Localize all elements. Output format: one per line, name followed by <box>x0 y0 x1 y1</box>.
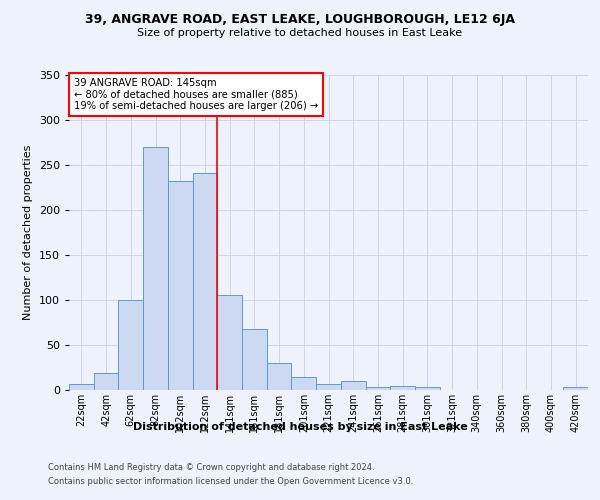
Bar <box>217 294 242 390</box>
Text: Size of property relative to detached houses in East Leake: Size of property relative to detached ho… <box>137 28 463 38</box>
Y-axis label: Number of detached properties: Number of detached properties <box>23 145 33 320</box>
Bar <box>292 376 316 390</box>
Bar <box>242 329 267 390</box>
Text: Contains public sector information licensed under the Open Government Licence v3: Contains public sector information licen… <box>48 478 413 486</box>
Text: 39 ANGRAVE ROAD: 145sqm
← 80% of detached houses are smaller (885)
19% of semi-d: 39 ANGRAVE ROAD: 145sqm ← 80% of detache… <box>74 78 319 112</box>
Bar <box>168 181 193 390</box>
Bar <box>69 384 94 390</box>
Bar <box>94 373 118 390</box>
Text: Distribution of detached houses by size in East Leake: Distribution of detached houses by size … <box>133 422 467 432</box>
Bar <box>118 300 143 390</box>
Bar <box>143 147 168 390</box>
Bar <box>563 388 588 390</box>
Bar <box>316 384 341 390</box>
Bar <box>193 173 217 390</box>
Bar <box>341 381 365 390</box>
Bar <box>267 363 292 390</box>
Text: 39, ANGRAVE ROAD, EAST LEAKE, LOUGHBOROUGH, LE12 6JA: 39, ANGRAVE ROAD, EAST LEAKE, LOUGHBOROU… <box>85 12 515 26</box>
Text: Contains HM Land Registry data © Crown copyright and database right 2024.: Contains HM Land Registry data © Crown c… <box>48 462 374 471</box>
Bar <box>365 388 390 390</box>
Bar <box>415 388 440 390</box>
Bar <box>390 386 415 390</box>
